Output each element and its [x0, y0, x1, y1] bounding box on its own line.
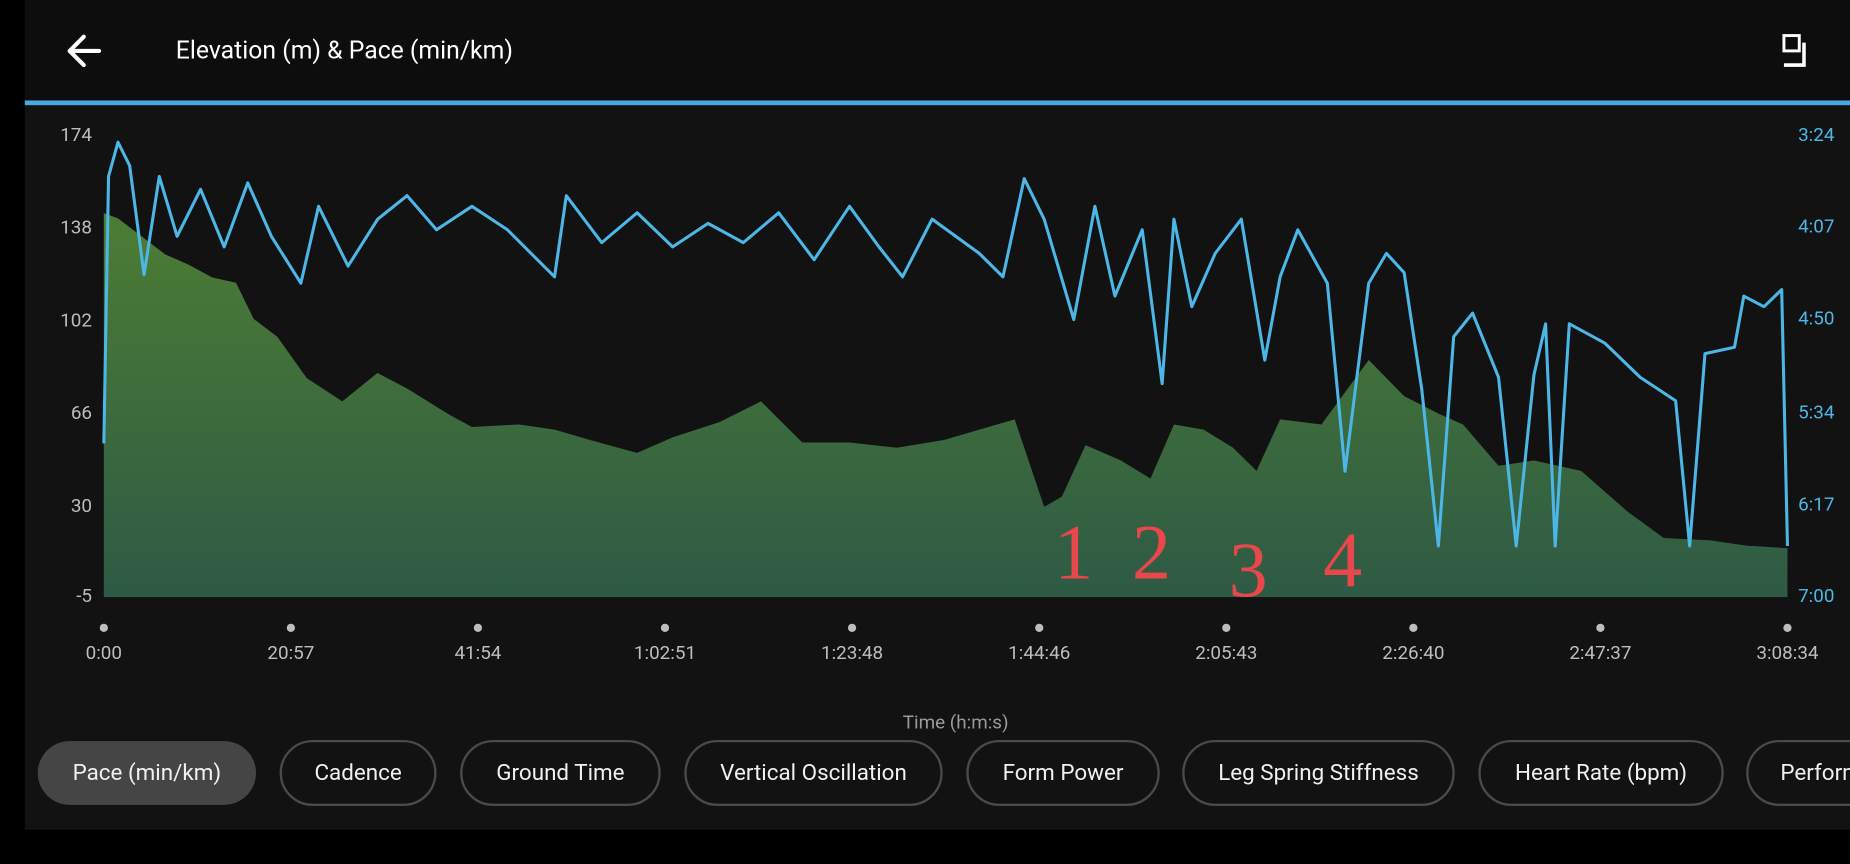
- back-arrow: [67, 34, 102, 68]
- icon-corner: [1783, 42, 1806, 67]
- tab-label: Heart Rate (bpm): [1515, 760, 1687, 786]
- chart: -5 30 66 102 138 174 7:00 6:17 5:34 4:50 4:07 3:24 0…: [60, 123, 1835, 734]
- y-tick-label: 102: [60, 308, 92, 331]
- header-title: Elevation (m) & Pace (min/km): [176, 37, 513, 66]
- x-tick-label: 41:54: [454, 641, 501, 664]
- x-tick-dot: [286, 623, 296, 632]
- back-button[interactable]: [67, 34, 102, 68]
- tab-pill: [966, 739, 1160, 807]
- y-tick-label: 138: [60, 216, 92, 239]
- tab[interactable]: Ground Time: [460, 739, 661, 807]
- tab-pill: [1182, 739, 1455, 807]
- fullscreen-button[interactable]: [1782, 34, 1806, 67]
- x-tick-label: 2:05:43: [1195, 641, 1257, 664]
- y-tick-label: 66: [71, 401, 92, 424]
- tab-label: Pace (min/km): [73, 760, 222, 786]
- tab[interactable]: Leg Spring Stiffness: [1182, 739, 1455, 807]
- annotation: 4: [1323, 518, 1362, 604]
- tab-bar: Pace (min/km) Cadence Ground Time Vertical …: [37, 739, 1850, 807]
- tab-label: Form Power: [1003, 760, 1124, 786]
- y2-tick-label: 7:00: [1798, 584, 1834, 607]
- tab[interactable]: Performance: [1746, 739, 1850, 807]
- x-tick-dot: [473, 623, 483, 632]
- tab-pill: [460, 739, 661, 807]
- annotation: 3: [1229, 527, 1268, 613]
- icon-square: [1782, 34, 1801, 53]
- tab[interactable]: Pace (min/km): [37, 741, 257, 805]
- tab-pill: [279, 739, 437, 807]
- tab-pill: [1746, 739, 1850, 807]
- x-tick-dot: [1783, 623, 1792, 632]
- x-tick-dot: [99, 623, 108, 632]
- header-bar: [24, 0, 1850, 102]
- x-tick-dot: [1409, 623, 1418, 632]
- tab-label: Cadence: [314, 760, 401, 786]
- x-tick-label: 1:02:51: [634, 641, 696, 664]
- pace-line: [102, 140, 1790, 548]
- x-tick-dot: [660, 623, 670, 632]
- annotation: 1: [1054, 509, 1093, 595]
- tab[interactable]: Vertical Oscillation: [684, 739, 943, 807]
- tab-label: Vertical Oscillation: [720, 760, 907, 786]
- x-axis-label: Time (h:m:s): [903, 710, 1009, 733]
- x-tick-label: 3:08:34: [1756, 641, 1819, 664]
- x-tick-label: 20:57: [267, 641, 314, 664]
- x-tick-dot: [1596, 623, 1605, 632]
- x-tick-label: 0:00: [86, 641, 122, 664]
- y-tick-label: -5: [76, 584, 92, 607]
- y2-tick-label: 5:34: [1798, 400, 1835, 423]
- tab[interactable]: Cadence: [279, 739, 437, 807]
- tab-pill: [684, 739, 943, 807]
- x-tick-dot: [847, 623, 857, 632]
- tab-label: Performance: [1780, 760, 1850, 786]
- y2-tick-label: 4:07: [1798, 215, 1834, 238]
- annotation: 2: [1132, 509, 1171, 595]
- tab[interactable]: Form Power: [966, 739, 1160, 807]
- x-tick-label: 2:47:37: [1569, 641, 1631, 664]
- tab-label: Leg Spring Stiffness: [1218, 760, 1419, 786]
- x-tick-dot: [1222, 623, 1231, 632]
- tab[interactable]: Heart Rate (bpm): [1478, 739, 1724, 807]
- y2-tick-label: 4:50: [1798, 307, 1834, 330]
- y-tick-label: 174: [60, 123, 92, 146]
- tab-label: Ground Time: [496, 760, 624, 786]
- elevation-area: [103, 213, 1788, 598]
- tab-pill: [37, 741, 257, 805]
- tab-pill: [1478, 739, 1724, 807]
- x-tick-dot: [1035, 623, 1044, 632]
- x-tick-label: 2:26:40: [1382, 641, 1444, 664]
- header-divider: [24, 100, 1850, 106]
- x-tick-label: 1:23:48: [821, 641, 883, 664]
- x-tick-label: 1:44:46: [1008, 641, 1070, 664]
- y2-tick-label: 6:17: [1798, 492, 1834, 515]
- y-tick-label: 30: [71, 494, 92, 517]
- y2-tick-label: 3:24: [1798, 123, 1835, 146]
